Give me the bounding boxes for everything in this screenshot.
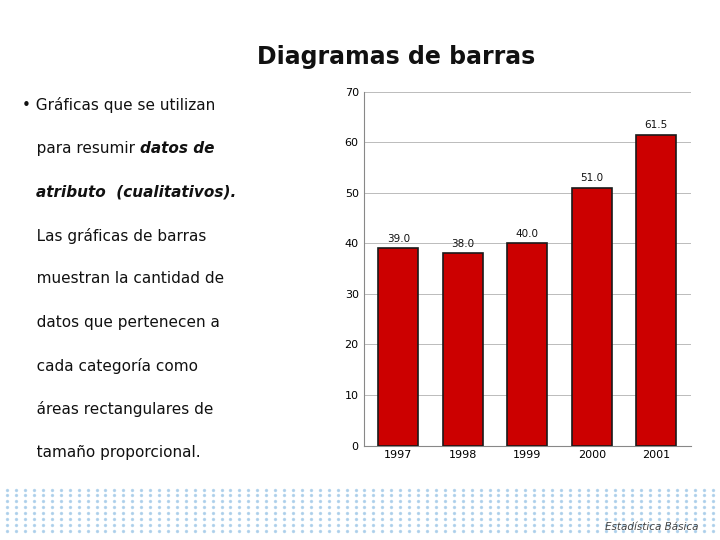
Bar bbox=[379, 248, 418, 446]
Point bbox=[420, 47, 431, 56]
Point bbox=[582, 317, 593, 326]
Point bbox=[663, 47, 675, 56]
Bar bbox=[572, 188, 612, 446]
Point bbox=[663, 425, 675, 434]
Point bbox=[663, 101, 675, 110]
Point bbox=[663, 371, 675, 380]
Text: Diagramas de barras: Diagramas de barras bbox=[257, 45, 535, 69]
Point bbox=[582, 209, 593, 218]
Text: muestran la cantidad de: muestran la cantidad de bbox=[22, 271, 224, 286]
Point bbox=[582, 425, 593, 434]
Text: 40.0: 40.0 bbox=[516, 229, 539, 239]
Point bbox=[420, 209, 431, 218]
Point bbox=[582, 263, 593, 272]
Text: Las gráficas de barras: Las gráficas de barras bbox=[22, 228, 206, 244]
Text: 61.5: 61.5 bbox=[644, 120, 668, 130]
Point bbox=[420, 263, 431, 272]
Text: atributo  (cualitativos).: atributo (cualitativos). bbox=[35, 184, 235, 199]
Point bbox=[501, 263, 513, 272]
Point bbox=[663, 263, 675, 272]
Text: datos de: datos de bbox=[140, 140, 215, 156]
Text: cada categoría como: cada categoría como bbox=[22, 358, 197, 374]
Bar bbox=[508, 244, 547, 446]
Text: Estadística Básica: Estadística Básica bbox=[605, 522, 698, 532]
Text: 51.0: 51.0 bbox=[580, 173, 603, 183]
Text: 38.0: 38.0 bbox=[451, 239, 474, 249]
Text: tamaño proporcional.: tamaño proporcional. bbox=[22, 445, 200, 460]
Point bbox=[420, 155, 431, 164]
Point bbox=[420, 101, 431, 110]
Bar bbox=[443, 253, 483, 446]
Text: datos que pertenecen a: datos que pertenecen a bbox=[22, 314, 220, 329]
Point bbox=[582, 101, 593, 110]
Point bbox=[420, 317, 431, 326]
Text: para resumir: para resumir bbox=[22, 140, 140, 156]
Point bbox=[501, 101, 513, 110]
Text: áreas rectangulares de: áreas rectangulares de bbox=[22, 402, 213, 417]
Point bbox=[501, 155, 513, 164]
Text: 39.0: 39.0 bbox=[387, 234, 410, 244]
Point bbox=[501, 371, 513, 380]
Point bbox=[582, 155, 593, 164]
Point bbox=[501, 209, 513, 218]
Point bbox=[501, 47, 513, 56]
Point bbox=[582, 371, 593, 380]
Point bbox=[420, 371, 431, 380]
Point bbox=[420, 425, 431, 434]
Point bbox=[663, 317, 675, 326]
Point bbox=[582, 47, 593, 56]
Point bbox=[663, 209, 675, 218]
Point bbox=[501, 425, 513, 434]
Point bbox=[663, 155, 675, 164]
Point bbox=[501, 317, 513, 326]
Bar bbox=[636, 135, 676, 446]
Text: • Gráficas que se utilizan: • Gráficas que se utilizan bbox=[22, 97, 215, 113]
